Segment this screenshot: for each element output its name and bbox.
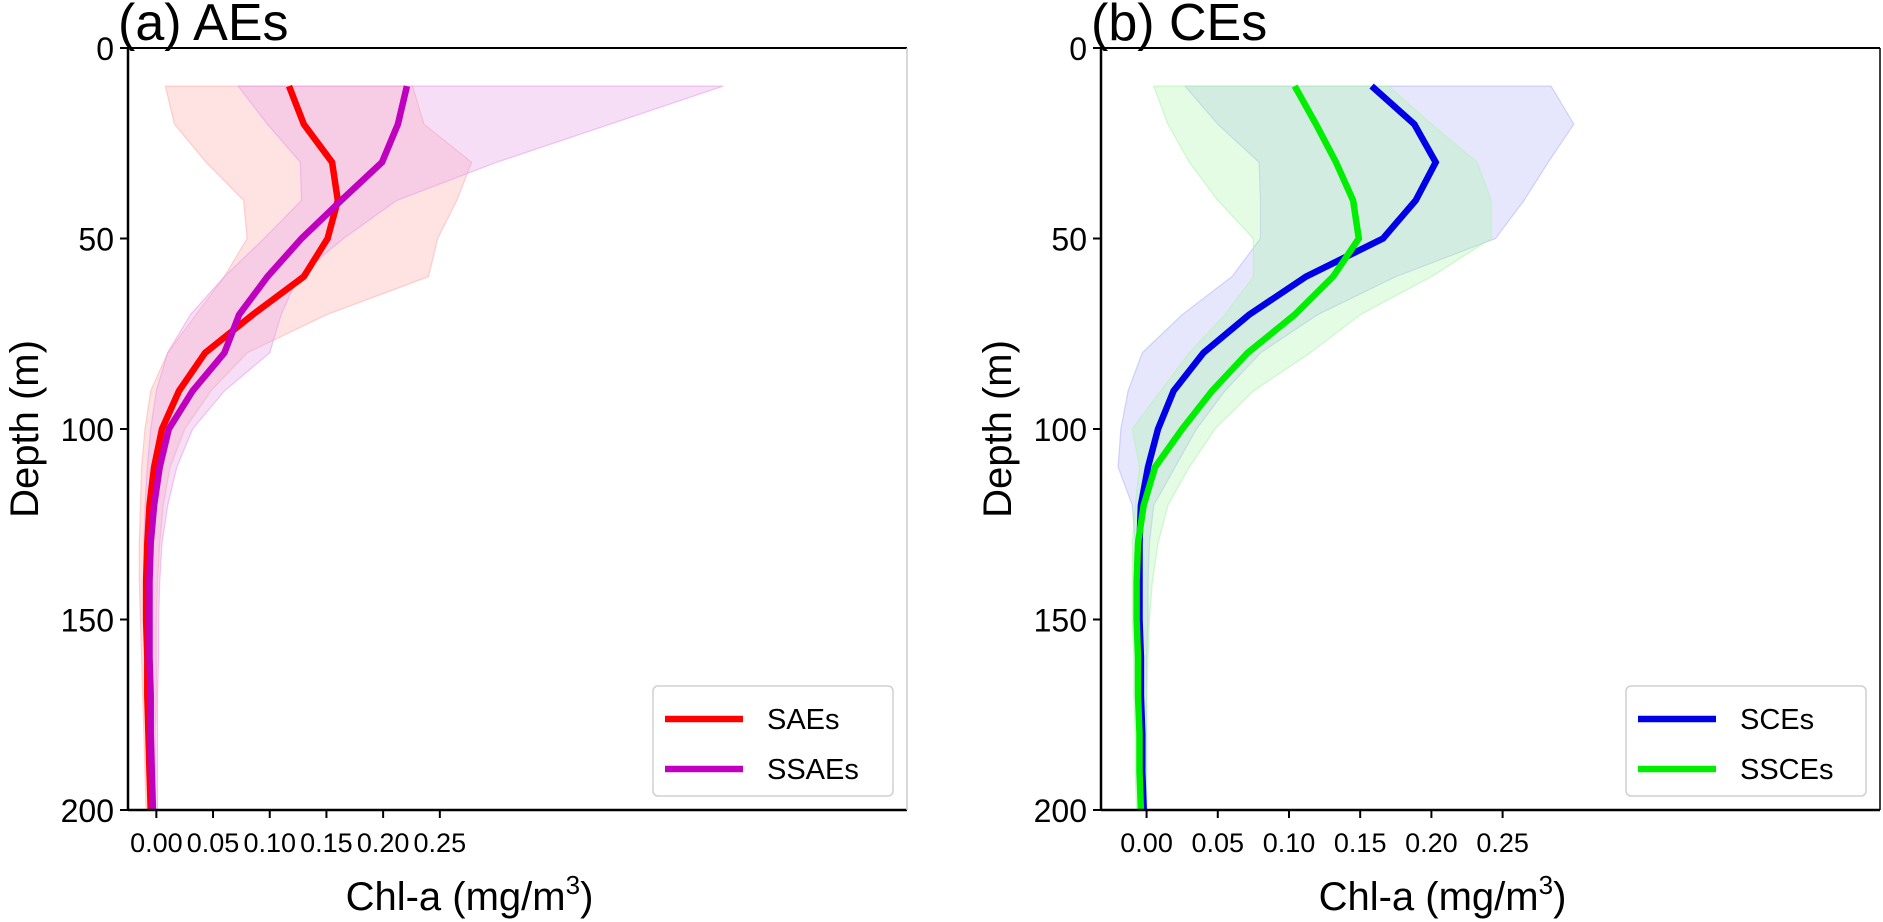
- x-axis-label-main: Chl-a (mg/m: [346, 875, 566, 919]
- y-axis-label: Depth (m): [976, 340, 1020, 518]
- x-tick-label: 0.00: [1120, 828, 1173, 858]
- x-tick-label: 0.00: [130, 828, 183, 858]
- band-ssces: [1131, 85, 1492, 810]
- x-tick-label: 0.15: [300, 828, 353, 858]
- x-axis-label: Chl-a (mg/m3): [1319, 870, 1567, 919]
- y-tick-label: 100: [61, 412, 114, 448]
- y-axis-label: Depth (m): [3, 340, 47, 518]
- band-sces: [1117, 85, 1575, 810]
- plot-area: [1117, 83, 1575, 810]
- y-tick-label: 200: [1034, 793, 1087, 829]
- x-axis-label: Chl-a (mg/m3): [346, 870, 594, 919]
- y-tick-label: 0: [96, 31, 114, 67]
- y-tick-label: 200: [61, 793, 114, 829]
- y-tick-label: 150: [61, 603, 114, 639]
- band-ssaes: [143, 85, 724, 810]
- x-tick-label: 0.20: [357, 828, 410, 858]
- y-tick-label: 50: [78, 222, 114, 258]
- plot-area: [138, 84, 724, 810]
- x-tick-label: 0.25: [414, 828, 467, 858]
- x-tick-label: 0.05: [1191, 828, 1244, 858]
- legend-label-ssaes: SSAEs: [767, 754, 859, 786]
- legend-label-saes: SAEs: [767, 704, 840, 736]
- legend-label-sces: SCEs: [1740, 704, 1814, 736]
- panel-aes: 0.00 0.05 0.10 0.15 0.20 0.25 0 50 100 150 200 Chl-…: [3, 0, 908, 919]
- x-axis-label-end: ): [580, 875, 593, 919]
- x-tick-label: 0.10: [243, 828, 296, 858]
- panel-title: (a) AEs: [118, 0, 289, 52]
- panel-title: (b) CEs: [1091, 0, 1267, 52]
- y-tick-label: 0: [1069, 31, 1087, 67]
- line-ssaes: [146, 85, 411, 810]
- legend-label-ssces: SSCEs: [1740, 754, 1833, 786]
- line-ssces: [1133, 84, 1363, 810]
- x-tick-label: 0.05: [187, 828, 240, 858]
- x-axis-label-end: ): [1553, 875, 1566, 919]
- x-axis-label-superscript: 3: [566, 870, 580, 900]
- y-tick-label: 50: [1051, 222, 1087, 258]
- x-tick-label: 0.20: [1405, 828, 1458, 858]
- y-tick-label: 100: [1034, 412, 1087, 448]
- x-tick-label: 0.25: [1476, 828, 1529, 858]
- panel-ces: 0.00 0.05 0.10 0.15 0.20 0.25 0 50 100 150 200 Chl-…: [976, 0, 1881, 919]
- x-axis-label-superscript: 3: [1539, 870, 1553, 900]
- y-tick-label: 150: [1034, 603, 1087, 639]
- x-tick-label: 0.10: [1263, 828, 1316, 858]
- x-tick-label: 0.15: [1334, 828, 1387, 858]
- x-axis-label-main: Chl-a (mg/m: [1319, 875, 1539, 919]
